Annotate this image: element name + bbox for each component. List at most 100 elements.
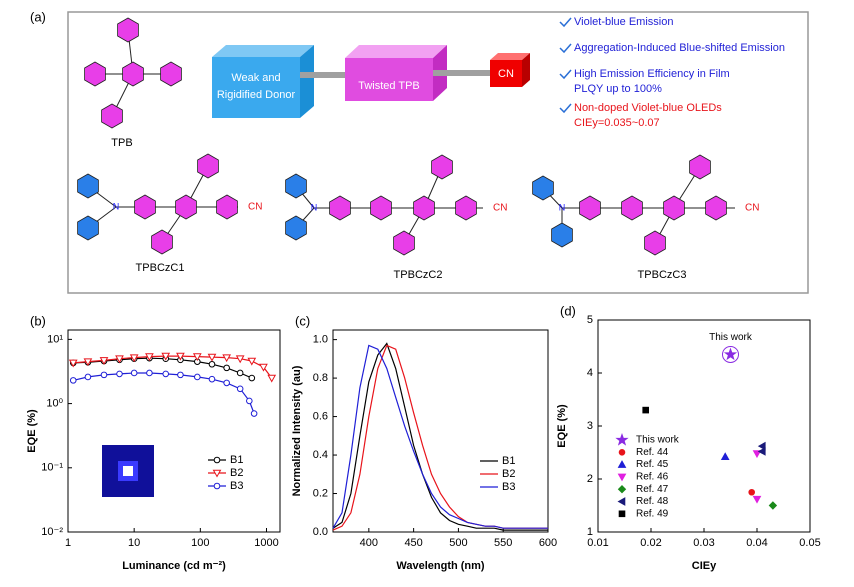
block-top [345,45,447,58]
x-tick-label: 1 [65,537,71,549]
block-side [522,53,530,87]
acceptor-text: CN [498,68,514,80]
donor-text: Weak and [231,72,280,84]
x-tick-label: 1000 [254,537,278,549]
legend-label: B1 [502,455,515,467]
linker [433,70,491,76]
highlight-ring [722,345,739,363]
legend-label: Ref. 48 [636,496,669,507]
group-label: CN [745,203,759,214]
block-side [300,45,314,118]
marker [99,357,109,365]
atom-label: N [311,202,318,212]
linker [300,72,348,78]
y-tick-label: 1.0 [313,334,328,346]
donor-block [212,57,300,118]
marker [757,447,766,456]
marker [83,358,93,367]
feature-text: Non-doped Violet-blue OLEDs [574,102,722,114]
series-line [332,344,548,529]
marker [752,495,762,504]
legend-marker [617,460,627,468]
ring [393,230,415,256]
ring [122,61,144,87]
legend-label: B2 [230,467,243,479]
legend-label: This work [636,435,680,446]
legend-marker [617,497,626,506]
feature-text: Aggregation-Induced Blue-shifted Emissio… [574,42,785,54]
legend-label: B3 [502,481,515,493]
panel-label: (c) [295,313,310,328]
x-tick-label: 0.04 [746,537,767,549]
panel-label: (d) [560,303,576,318]
ring [84,61,106,87]
y-tick-label: 10¹ [47,333,63,345]
marker [642,406,650,414]
legend-marker [213,482,221,490]
y-axis-title: Normalized Intensity (au) [291,365,303,496]
legend-label: Ref. 45 [636,459,669,470]
x-tick-label: 400 [360,537,378,549]
x-tick-label: 100 [191,537,209,549]
plot-frame [597,319,811,533]
y-tick-label: 4 [587,367,593,379]
ring [77,215,99,241]
design-blocks: Weak and Rigidified Donor Twisted TPB CN [212,45,530,118]
ring [370,195,392,221]
x-tick-label: 500 [449,537,467,549]
block-top [212,45,314,57]
marker [130,369,138,377]
x-tick-label: 0.05 [799,537,820,549]
marker [248,374,256,382]
legend-label: B3 [230,480,243,492]
marker [757,441,766,451]
marker [236,385,244,393]
ring [101,103,123,129]
core-block [345,58,433,101]
legend-marker [617,473,627,482]
legend-marker [615,432,629,446]
y-tick-label: 0.6 [313,410,328,422]
plot-frame [332,329,549,533]
ring [413,195,435,221]
marker [194,373,201,381]
ring [160,61,182,87]
molecule-label: TPB [111,137,132,149]
ring [329,195,351,221]
ring [117,17,139,43]
marker [247,357,257,366]
annotation: This work [709,332,753,343]
plot-frame [67,329,281,533]
marker [223,379,230,387]
ring [197,153,219,179]
y-axis-title: EQE (%) [556,404,568,448]
x-axis-title: CIEy [692,560,717,572]
marker [129,354,139,363]
donor-text: Rigidified Donor [217,89,296,101]
ring [579,195,601,221]
check-icon [559,69,572,80]
marker [146,369,153,377]
marker [723,347,738,361]
legend-label: Ref. 47 [636,484,669,495]
marker [259,363,268,372]
y-axis-title: EQE (%) [26,409,38,453]
y-tick-label: 10⁻¹ [41,462,63,474]
marker [162,370,170,378]
y-tick-label: 0.0 [313,526,328,538]
molecule-label: TPBCzC3 [638,269,687,281]
y-tick-label: 10⁰ [46,397,63,409]
y-tick-label: 0.2 [313,487,328,499]
legend-marker [213,456,221,464]
marker [145,353,154,362]
marker [720,452,730,461]
marker [208,360,216,368]
atom-label: N [559,202,566,212]
marker [208,375,216,383]
x-tick-label: 450 [404,537,422,549]
x-axis-title: Luminance (cd m⁻²) [122,560,226,572]
x-tick-label: 0.03 [693,537,714,549]
marker [752,450,762,459]
marker [250,410,258,417]
